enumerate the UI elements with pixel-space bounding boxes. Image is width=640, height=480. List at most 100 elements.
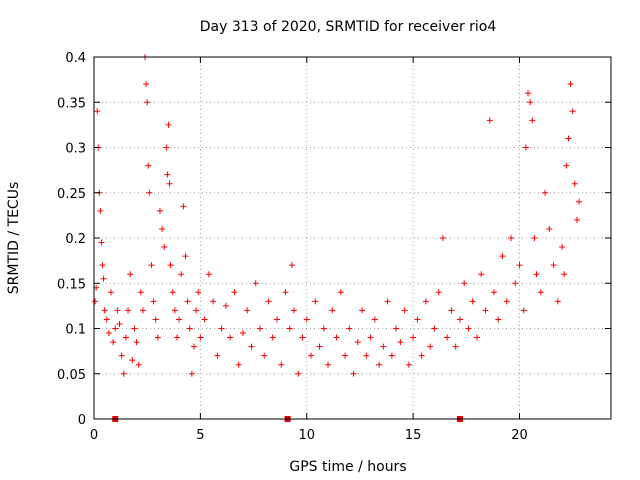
data-point [156, 207, 163, 214]
data-point [205, 271, 212, 278]
data-point [448, 307, 455, 314]
data-point [122, 334, 129, 341]
data-point [354, 339, 361, 346]
data-point [231, 289, 238, 296]
data-point [197, 334, 204, 341]
data-point [227, 334, 234, 341]
data-point [456, 316, 463, 323]
data-point [144, 99, 151, 106]
data-point [520, 307, 527, 314]
data-point [252, 280, 259, 287]
data-point [516, 262, 523, 269]
x-tick-label: 10 [298, 428, 315, 443]
data-point [554, 298, 561, 305]
data-point [288, 262, 295, 269]
data-point [363, 352, 370, 359]
data-point [161, 244, 168, 251]
data-point [308, 352, 315, 359]
data-point [286, 325, 293, 332]
data-point [359, 307, 366, 314]
data-point [561, 271, 568, 278]
data-point [371, 316, 378, 323]
data-point [214, 352, 221, 359]
data-point [94, 108, 101, 115]
data-point [120, 370, 127, 377]
data-point [110, 339, 117, 346]
data-point [278, 361, 285, 368]
data-point [571, 180, 578, 187]
data-point [337, 289, 344, 296]
y-tick-label: 0.1 [65, 323, 86, 338]
data-point [118, 352, 125, 359]
data-point [461, 280, 468, 287]
data-point [333, 334, 340, 341]
data-point [565, 135, 572, 142]
data-point [152, 316, 159, 323]
y-tick-label: 0.25 [57, 187, 86, 202]
y-tick-label: 0.2 [65, 232, 86, 247]
x-tick-label: 0 [90, 428, 98, 443]
data-point [150, 298, 157, 305]
data-point [522, 144, 529, 151]
data-point [576, 198, 583, 205]
data-point [512, 280, 519, 287]
x-tick-label: 5 [196, 428, 204, 443]
data-point [525, 90, 532, 97]
data-point [367, 334, 374, 341]
data-point [99, 262, 106, 269]
data-point [473, 334, 480, 341]
data-point [295, 370, 302, 377]
data-point [159, 225, 166, 232]
data-point [435, 289, 442, 296]
data-point [188, 370, 195, 377]
y-tick-label: 0.4 [65, 51, 86, 66]
data-point [101, 307, 108, 314]
chart-title: Day 313 of 2020, SRMTID for receiver rio… [200, 19, 497, 35]
data-point [418, 352, 425, 359]
data-point [92, 298, 99, 305]
data-point [559, 244, 566, 251]
data-point [273, 316, 280, 323]
data-point [166, 180, 173, 187]
data-point [195, 289, 202, 296]
data-point [563, 162, 570, 169]
data-point [139, 307, 146, 314]
data-point [282, 289, 289, 296]
x-axis-ticks: 0 5 10 15 20 [90, 57, 528, 443]
data-point [376, 361, 383, 368]
y-tick-label: 0.15 [57, 277, 86, 292]
data-point [100, 275, 107, 282]
data-point [439, 235, 446, 241]
data-point [112, 325, 119, 332]
y-tick-label: 0.3 [65, 142, 86, 157]
data-point [499, 253, 506, 260]
data-point [290, 307, 297, 314]
data-point [546, 225, 553, 232]
data-point [410, 334, 417, 341]
data-point [380, 343, 387, 350]
data-point [388, 352, 395, 359]
data-point [186, 325, 193, 332]
data-point [173, 334, 180, 341]
grid-lines [94, 57, 611, 419]
data-point [201, 316, 208, 323]
x-tick-label: 20 [511, 428, 528, 443]
data-point [165, 121, 172, 128]
data-point [316, 343, 323, 350]
data-point [414, 316, 421, 323]
data-point [116, 320, 123, 327]
data-point [486, 117, 493, 124]
data-point [269, 334, 276, 341]
data-point [495, 316, 502, 323]
data-point [103, 316, 110, 323]
data-points [92, 54, 583, 377]
data-point [299, 334, 306, 341]
data-point [137, 289, 144, 296]
data-point [482, 307, 489, 314]
x-tick-label: 15 [405, 428, 422, 443]
data-point [235, 361, 242, 368]
data-point [184, 298, 191, 305]
data-point [218, 325, 225, 332]
data-point [537, 289, 544, 296]
